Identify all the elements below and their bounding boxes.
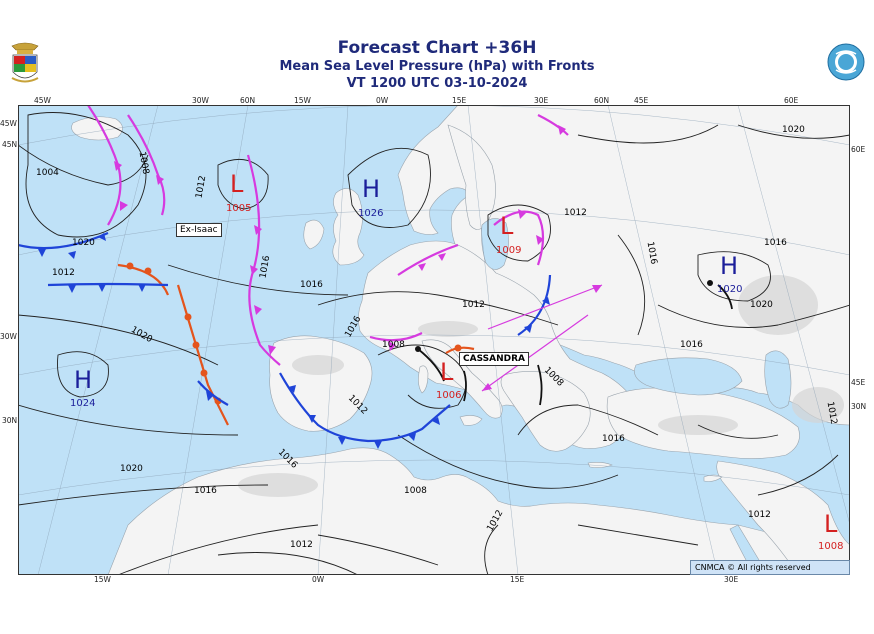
occluded-fronts (87, 105, 569, 366)
isobar-label: 1020 (120, 464, 143, 474)
great-britain (332, 188, 365, 266)
isobar-label: 1020 (72, 238, 95, 248)
iceland (71, 116, 123, 141)
black-sea (634, 357, 743, 396)
coord-top-5: 0W (376, 96, 389, 105)
isobar-label: 1012 (564, 208, 587, 218)
sweden (447, 124, 496, 230)
copyright-notice: CNMCA © All rights reserved (690, 560, 850, 575)
isobar-label: 1012 (748, 510, 771, 520)
isobar-label: 1016 (764, 238, 787, 248)
high-pressure-symbol: H (74, 366, 93, 394)
coord-bottom-3: 15E (510, 575, 525, 584)
chart-subtitle: Mean Sea Level Pressure (hPa) with Front… (279, 59, 595, 74)
coord-top-8: 60N (594, 96, 610, 105)
storm-label-ex-isaac: Ex-Isaac (176, 223, 222, 237)
isobar-label: 1016 (194, 486, 217, 496)
trough-lines (417, 284, 733, 406)
coord-top-4: 15W (294, 96, 311, 105)
crete (587, 462, 613, 468)
sardinia (418, 365, 429, 394)
forecast-map (18, 105, 850, 575)
coord-top-6: 15E (452, 96, 467, 105)
coord-top-1: 45W (34, 96, 51, 105)
coord-right-2: 45E (851, 378, 866, 387)
isobar-label: 1004 (36, 168, 59, 178)
graticule (18, 105, 850, 575)
isobars (18, 112, 850, 575)
low-pressure-value: 1009 (496, 245, 522, 256)
coord-bottom-4: 30E (724, 575, 739, 584)
coord-top-9: 45E (634, 96, 649, 105)
storm-track-arrow-sw (482, 383, 492, 391)
coord-left-2: 45N (2, 140, 18, 149)
ireland (303, 219, 325, 250)
storm-track-arrow-ne (592, 285, 602, 293)
storm-tracks (481, 284, 603, 392)
triple-point-dot (415, 346, 421, 352)
cold-front-symbols (38, 233, 550, 449)
triple-point-dot-east (707, 280, 713, 286)
high-pressure-value: 1026 (358, 208, 384, 219)
isobar-label: 1016 (680, 340, 703, 350)
sicily (459, 415, 483, 426)
isobar-label: 1016 (300, 280, 323, 290)
coord-top-7: 30E (534, 96, 549, 105)
aeronautica-militare-logo (8, 40, 42, 88)
iberian-peninsula (269, 335, 373, 432)
coord-top-3: 60N (240, 96, 256, 105)
low-pressure-value: 1008 (818, 541, 844, 552)
coord-top-10: 60E (784, 96, 799, 105)
map-frame (18, 105, 850, 575)
coord-left-3: 30W (0, 332, 17, 341)
isobar-label: 1012 (52, 268, 75, 278)
high-pressure-symbol: H (720, 252, 739, 280)
high-pressure-value: 1024 (70, 398, 96, 409)
isobar-label: 1020 (782, 125, 805, 135)
coord-left-4: 30N (2, 416, 18, 425)
high-pressure-value: 1020 (717, 284, 743, 295)
cold-fronts (18, 231, 552, 443)
wmo-logo (826, 42, 866, 82)
isobar-label: 1008 (404, 486, 427, 496)
low-pressure-symbol: L (440, 358, 454, 386)
isobar-label: 1020 (750, 300, 773, 310)
low-pressure-symbol: L (230, 170, 244, 198)
coord-bottom-2: 0W (312, 575, 325, 584)
low-pressure-value: 1005 (226, 203, 252, 214)
storm-label-cassandra: CASSANDRA (459, 352, 529, 366)
isobar-label: 1012 (462, 300, 485, 310)
coord-left-1: 45W (0, 119, 17, 128)
isobar-label: 1008 (382, 340, 405, 350)
valid-time: VT 1200 UTC 03-10-2024 (346, 76, 528, 91)
low-pressure-symbol: L (824, 510, 838, 538)
coord-bottom-1: 15W (94, 575, 111, 584)
middle-east (716, 460, 850, 575)
isobar-label: 1012 (290, 540, 313, 550)
italian-peninsula (421, 339, 503, 419)
low-pressure-symbol: L (500, 212, 514, 240)
low-pressure-value: 1006 (436, 390, 462, 401)
isobar-label: 1016 (602, 434, 625, 444)
coord-right-1: 60E (851, 145, 866, 154)
chart-title: Forecast Chart +36H (337, 38, 537, 58)
warm-front-symbols (126, 262, 462, 405)
caspian-sea (764, 350, 792, 409)
coord-top-2: 30W (192, 96, 209, 105)
high-pressure-symbol: H (362, 175, 381, 203)
occluded-front-symbols (114, 125, 566, 355)
chart-header: Forecast Chart +36H Mean Sea Level Press… (0, 38, 874, 92)
coord-right-3: 30N (851, 402, 867, 411)
